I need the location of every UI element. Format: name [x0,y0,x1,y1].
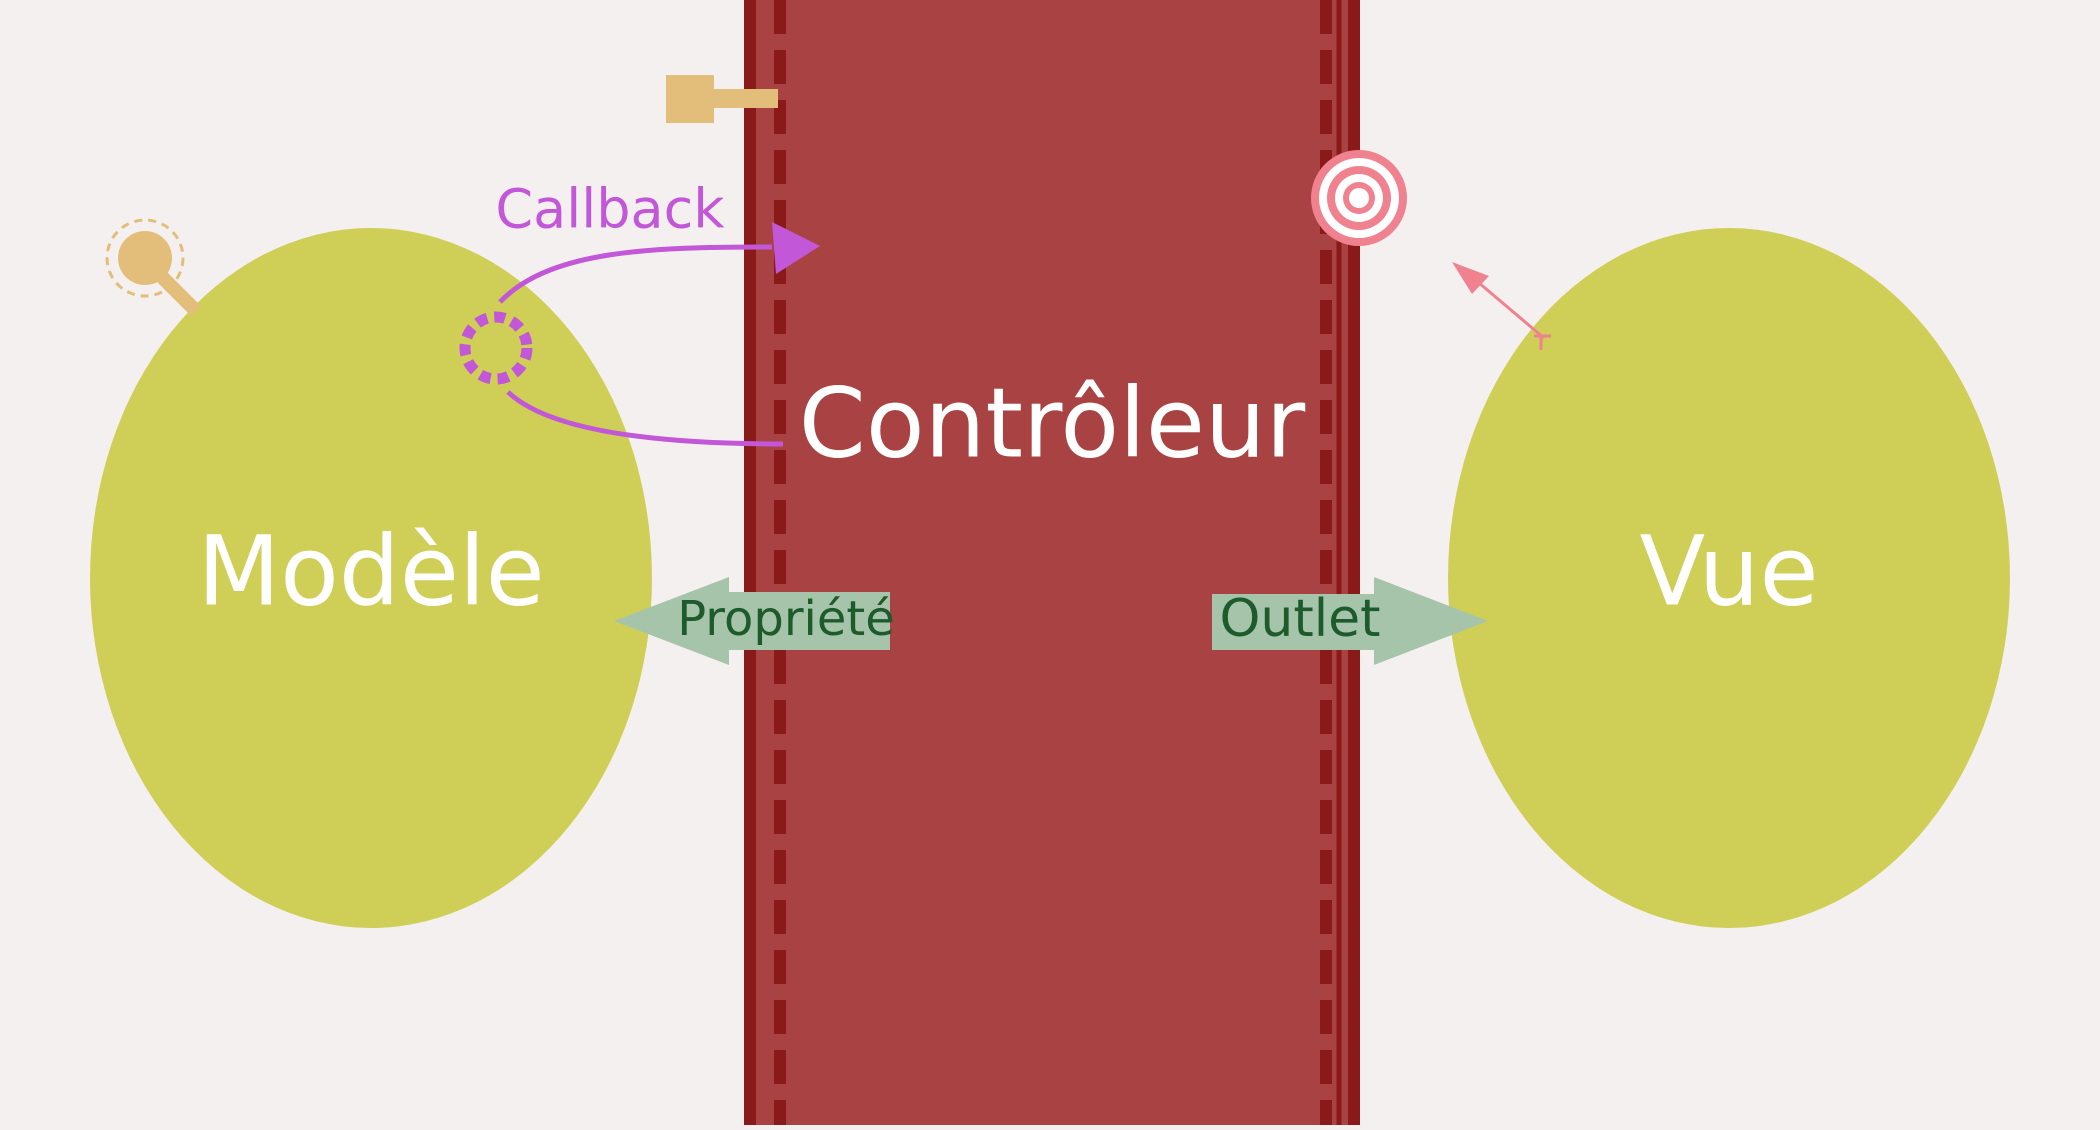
callback-arrow [498,222,820,447]
callback-arrowhead [772,222,820,274]
view-label: Vue [1639,515,1818,627]
model-label: Modèle [197,515,544,627]
model-ellipse [90,228,652,928]
outlet-label: Outlet [1219,589,1380,649]
target-icon [1311,150,1407,246]
callback-label: Callback [495,178,725,241]
view-ellipse [1448,228,2010,928]
arrow-icon [1452,262,1551,350]
hook-icon [105,218,201,316]
property-label: Propriété [677,591,895,647]
plug-icon [666,75,778,123]
property-arrow [614,577,890,665]
controller-label: Contrôleur [799,367,1306,479]
dashed-circle-icon [459,311,533,385]
outlet-arrow [1212,577,1488,665]
controller-band [744,0,1360,1130]
